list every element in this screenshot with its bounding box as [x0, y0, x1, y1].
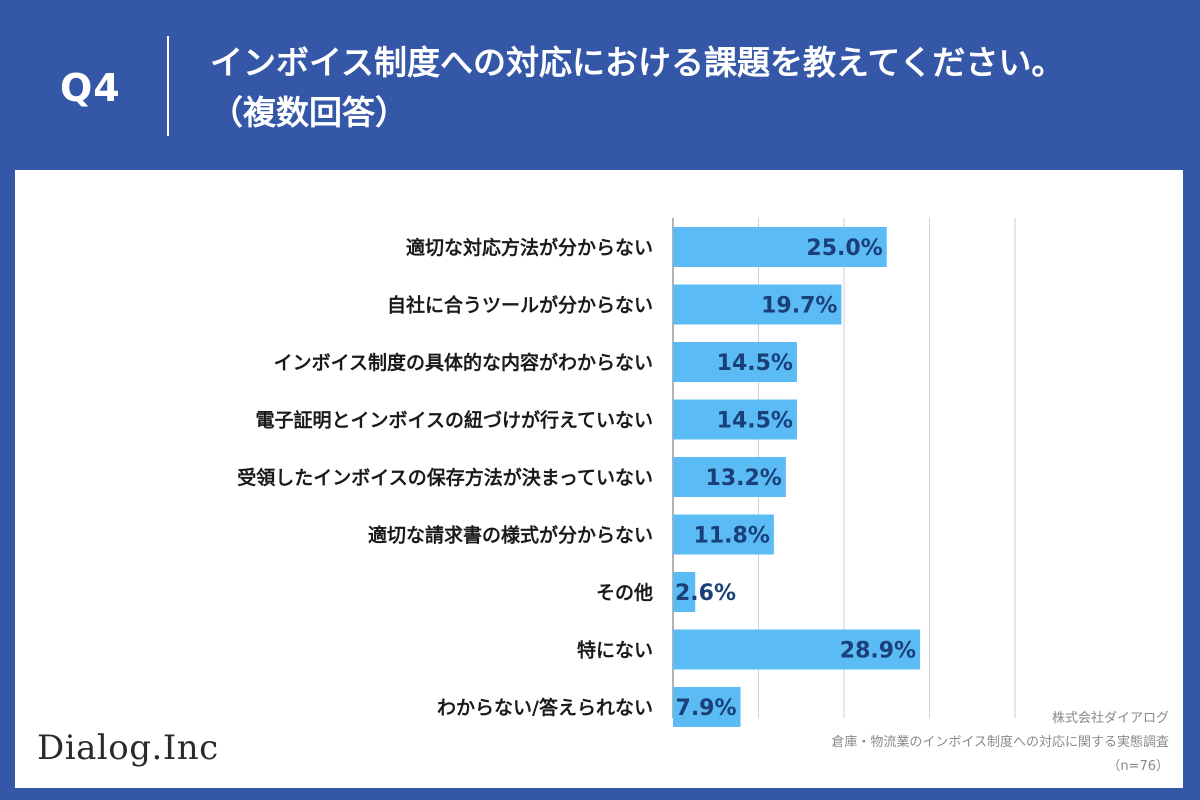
bar — [673, 399, 797, 440]
category-label: インボイス制度の具体的な内容がわからない — [274, 351, 653, 374]
category-label: 受領したインボイスの保存方法が決まっていない — [237, 466, 653, 489]
category-label: 自社に合うツールが分からない — [387, 294, 653, 317]
data-label: 28.9% — [840, 639, 916, 664]
data-label: 25.0% — [806, 236, 882, 261]
data-label: 19.7% — [761, 294, 837, 319]
bar — [673, 457, 786, 497]
data-label: 2.6% — [675, 581, 736, 606]
data-label: 13.2% — [706, 466, 782, 491]
header-divider — [167, 36, 169, 136]
bar-chart: 適切な対応方法が分からない 25.0% 自社に合うツールが分からない 19.7% インボ… — [237, 218, 1016, 727]
category-label: 特にない — [577, 640, 653, 662]
dialog-logo: Dialog.Inc — [37, 728, 219, 768]
bar — [673, 227, 887, 267]
bar — [673, 687, 741, 727]
bar — [673, 629, 921, 670]
data-label: 11.8% — [694, 524, 770, 549]
source-company: 株式会社ダイアログ — [1051, 711, 1169, 726]
data-label: 14.5% — [717, 351, 793, 376]
bar — [673, 514, 774, 555]
category-label: 電子証明とインボイスの紐づけが行えていない — [256, 409, 653, 432]
source-note: 株式会社ダイアログ 倉庫・物流業のインボイス制度への対応に関する実態調査 （n=… — [831, 707, 1169, 779]
title-line-1: インボイス制度への対応における課題を教えてください。 — [210, 43, 1065, 82]
source-survey: 倉庫・物流業のインボイス制度への対応に関する実態調査 — [831, 735, 1169, 750]
category-label: その他 — [596, 581, 653, 604]
bar — [673, 572, 696, 612]
question-label: Q4 — [60, 66, 121, 110]
data-label: 14.5% — [717, 409, 793, 434]
chart-panel: 適切な対応方法が分からない 25.0% 自社に合うツールが分からない 19.7% インボ… — [15, 170, 1183, 788]
title-line-2: （複数回答） — [210, 93, 408, 132]
category-label: 適切な対応方法が分からない — [406, 236, 653, 259]
header: Q4 インボイス制度への対応における課題を教えてください。 （複数回答） — [0, 0, 1200, 165]
category-label: わからない/答えられない — [437, 696, 653, 719]
sample-size: （n=76） — [1107, 759, 1169, 774]
bar — [673, 284, 842, 325]
page-title: インボイス制度への対応における課題を教えてください。 （複数回答） — [210, 38, 1170, 138]
data-label: 7.9% — [676, 696, 737, 721]
category-label: 適切な請求書の様式が分からない — [368, 524, 653, 547]
bar — [673, 342, 797, 382]
